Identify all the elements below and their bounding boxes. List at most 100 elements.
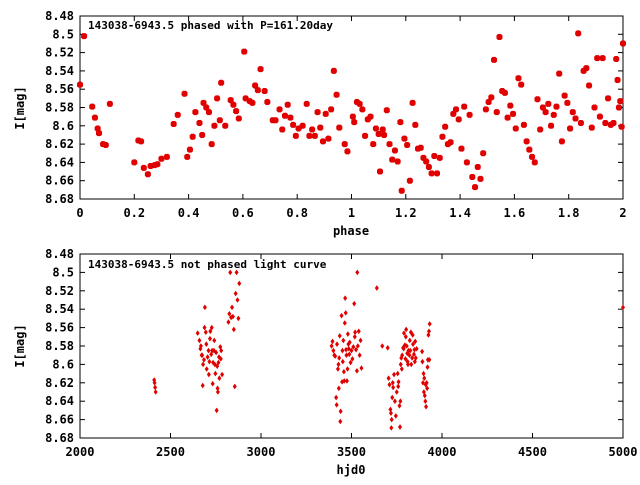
unphased-plot-point [354,346,359,353]
unphased-plot-point [352,334,357,340]
phased-plot-point [375,131,382,138]
phased-plot-point [314,109,321,116]
unphased-plot-point [356,328,361,335]
unphased-plot-point [389,416,394,423]
unphased-plot-point [337,355,342,361]
unphased-plot-title: 143038-6943.5 not phased light curve [88,258,327,271]
unphased-plot-point [212,361,217,368]
phased-plot-ytick-label: 8.62 [45,137,74,151]
unphased-plot-point [374,285,379,291]
phased-plot-point [170,120,177,127]
unphased-plot-point [212,337,217,344]
unphased-plot-point [334,402,339,408]
phased-plot-point [94,125,101,132]
unphased-plot-point [201,357,206,363]
phased-plot-point [77,81,83,88]
phased-plot-point [341,141,348,148]
unphased-plot-point [228,269,233,276]
unphased-plot-point [410,332,415,338]
phased-plot-point [493,109,500,116]
phased-plot-point [222,122,229,129]
unphased-plot-xlabel: hjd0 [337,463,366,477]
unphased-plot-point [342,378,347,384]
phased-plot-point [218,79,225,86]
unphased-plot-point [338,408,343,415]
phased-plot-point [106,100,113,107]
phased-plot-point [306,132,313,139]
phased-plot-point [184,153,191,160]
phased-plot-xtick-label: 1 [348,206,355,220]
unphased-plot-point [231,326,236,333]
unphased-plot-point [230,313,235,320]
unphased-plot-point [207,358,212,365]
unphased-plot-point [336,385,341,392]
phased-plot-point [216,117,223,124]
unphased-plot-ytick-label: 8.66 [45,413,74,427]
phased-plot-point [261,88,268,95]
unphased-plot-point [330,338,335,345]
phased-plot-title: 143038-6943.5 phased with P=161.20day [88,19,333,32]
phased-plot-point [140,164,147,171]
phased-plot-ytick-label: 8.48 [45,9,74,23]
unphased-plot-point [386,375,391,381]
phased-plot-point [472,184,479,191]
phased-plot-point [491,56,498,63]
phased-plot-point [359,106,366,113]
unphased-plot-point [388,406,393,413]
phased-plot-ylabel: I[mag] [13,86,27,129]
unphased-plot-point [217,375,222,381]
phased-plot-point [596,113,603,120]
phased-plot-point [599,55,606,62]
phased-plot-point [409,99,416,106]
phased-plot-point [575,30,582,37]
phased-plot-point [370,141,377,148]
phased-plot-point [406,177,413,184]
phased-plot-xtick-label: 2 [619,206,626,220]
phased-plot-point [290,121,297,128]
phased-plot-xtick-label: 1.4 [449,206,471,220]
phased-plot-point [477,175,484,182]
phased-plot-point [453,106,460,113]
phased-plot-point [230,101,237,108]
unphased-plot-point [218,356,223,362]
unphased-plot-point [203,329,208,335]
phased-plot-point [610,120,617,127]
phased-plot-point [249,99,256,106]
unphased-plot-point [335,366,340,372]
unphased-plot-ytick-label: 8.48 [45,247,74,261]
phased-plot-xtick-label: 1.2 [395,206,417,220]
phased-plot-point [196,120,203,127]
unphased-plot-point [411,341,416,347]
unphased-plot-point [408,347,413,354]
unphased-plot-point [409,361,414,368]
phased-plot-point [154,161,161,168]
phased-plot-point [383,107,390,114]
phased-plot-point [523,138,530,145]
phased-plot-point [214,95,221,102]
phased-plot-xtick-label: 0 [76,206,83,220]
phased-plot-point [617,98,624,105]
unphased-plot-ylabel: I[mag] [13,324,27,367]
phased-plot-point [389,156,396,163]
phased-plot-point [548,122,555,129]
phased-plot-ytick-label: 8.6 [52,119,74,133]
phased-plot-point [386,141,393,148]
phased-plot-point [488,94,495,101]
phased-plot-point [158,155,165,162]
unphased-plot-point [337,333,342,339]
phased-plot-xtick-label: 1.8 [558,206,580,220]
unphased-plot-point [411,351,416,358]
phased-plot-point [545,100,552,107]
phased-plot-point [91,114,98,121]
phased-plot-point [529,153,536,160]
unphased-plot-ytick-label: 8.5 [52,265,74,279]
unphased-plot-ytick-label: 8.62 [45,376,74,390]
phased-plot-point [192,109,199,116]
unphased-plot-point [215,389,220,395]
phased-plot-point [89,103,96,110]
unphased-plot-point [237,280,242,287]
phased-plot-point [466,111,473,118]
unphased-plot-ticks: 2000 2500 3000 3500 4000 4500 5000 8.48 8.5 8.52 8… [45,247,637,459]
unphased-plot-ytick-label: 8.56 [45,321,74,335]
phased-plot-point [520,121,527,128]
